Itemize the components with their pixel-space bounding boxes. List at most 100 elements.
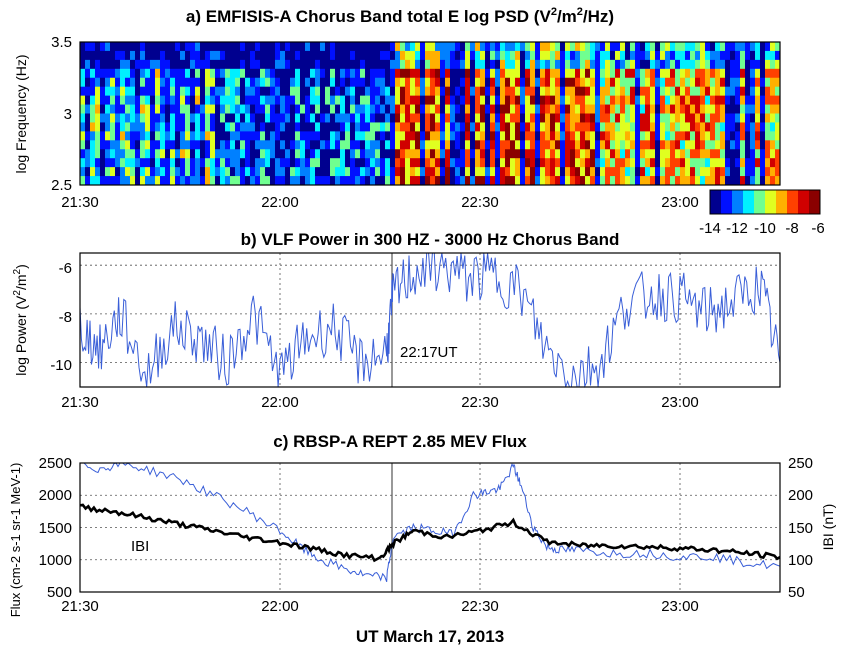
spectrogram-cell xyxy=(150,176,156,186)
spectrogram-cell xyxy=(485,122,491,132)
spectrogram-cell xyxy=(725,140,731,150)
spectrogram-cell xyxy=(110,95,116,105)
spectrogram-cell xyxy=(95,77,101,88)
spectrogram-cell xyxy=(540,176,546,186)
spectrogram-cell xyxy=(535,149,541,159)
spectrogram-cell xyxy=(170,59,176,70)
spectrogram-cell xyxy=(585,176,591,186)
spectrogram-cell xyxy=(435,167,441,177)
spectrogram-cell xyxy=(455,77,461,88)
spectrogram-cell xyxy=(230,104,236,114)
spectrogram-cell xyxy=(405,50,411,61)
spectrogram-cell xyxy=(350,86,356,97)
spectrogram-cell xyxy=(495,167,501,177)
spectrogram-cell xyxy=(540,95,546,105)
panel-a-frame xyxy=(79,41,781,186)
spectrogram-cell xyxy=(190,104,196,114)
spectrogram-cell xyxy=(360,176,366,186)
spectrogram-cell xyxy=(270,167,276,177)
spectrogram-cell xyxy=(350,95,356,105)
spectrogram-cell xyxy=(210,131,216,141)
spectrogram-cell xyxy=(270,95,276,105)
panel-a-title: a) EMFISIS-A Chorus Band total E log PSD… xyxy=(186,6,614,26)
spectrogram-cell xyxy=(285,167,291,177)
spectrogram-cell xyxy=(615,42,621,52)
spectrogram-cell xyxy=(225,68,231,79)
spectrogram-cell xyxy=(525,122,531,132)
spectrogram-cell xyxy=(595,140,601,150)
spectrogram-cell xyxy=(335,140,341,150)
spectrogram-cell xyxy=(250,176,256,186)
spectrogram-cell xyxy=(735,122,741,132)
spectrogram-cell xyxy=(135,149,141,159)
spectrogram-cell xyxy=(405,42,411,52)
spectrogram-cell xyxy=(560,158,566,168)
spectrogram-cell xyxy=(775,131,781,141)
spectrogram-cell xyxy=(715,158,721,168)
spectrogram-cell xyxy=(170,140,176,150)
spectrogram-cell xyxy=(315,42,321,52)
spectrogram-cell xyxy=(345,176,351,186)
spectrogram-cell xyxy=(160,68,166,79)
panel-b-xtick-label: 22:00 xyxy=(261,394,299,411)
spectrogram-cell xyxy=(290,176,296,186)
spectrogram-cell xyxy=(250,68,256,79)
panel-c-xtick-label: 21:30 xyxy=(61,598,99,615)
spectrogram-cell xyxy=(125,176,131,186)
spectrogram-cell xyxy=(200,167,206,177)
spectrogram-cell xyxy=(400,140,406,150)
spectrogram-cell xyxy=(295,176,301,186)
spectrogram-cell xyxy=(170,113,176,123)
spectrogram-cell xyxy=(540,149,546,159)
spectrogram-cell xyxy=(585,122,591,132)
spectrogram-cell xyxy=(155,95,161,105)
spectrogram-cell xyxy=(450,158,456,168)
spectrogram-cell xyxy=(340,140,346,150)
spectrogram-cell xyxy=(585,158,591,168)
spectrogram-cell xyxy=(605,176,611,186)
spectrogram-cell xyxy=(550,77,556,88)
spectrogram-cell xyxy=(655,167,661,177)
spectrogram-cell xyxy=(645,113,651,123)
spectrogram-cell xyxy=(550,131,556,141)
spectrogram-cell xyxy=(515,86,521,97)
spectrogram-cell xyxy=(515,131,521,141)
spectrogram-cell xyxy=(675,131,681,141)
spectrogram-cell xyxy=(250,158,256,168)
spectrogram-cell xyxy=(315,68,321,79)
spectrogram-cell xyxy=(700,176,706,186)
spectrogram-cell xyxy=(150,86,156,97)
spectrogram-cell xyxy=(155,113,161,123)
spectrogram-cell xyxy=(350,122,356,132)
spectrogram-cell xyxy=(355,167,361,177)
spectrogram-cell xyxy=(470,68,476,79)
spectrogram-cell xyxy=(265,59,271,70)
spectrogram-cell xyxy=(700,104,706,114)
spectrogram-cell xyxy=(570,131,576,141)
spectrogram-cell xyxy=(260,42,266,52)
spectrogram-cell xyxy=(495,131,501,141)
spectrogram-cell xyxy=(375,122,381,132)
spectrogram-cell xyxy=(390,167,396,177)
spectrogram-cell xyxy=(375,95,381,105)
spectrogram-cell xyxy=(555,122,561,132)
spectrogram-cell xyxy=(755,176,761,186)
spectrogram-cell xyxy=(710,122,716,132)
spectrogram-cell xyxy=(495,59,501,70)
spectrogram-cell xyxy=(685,42,691,52)
spectrogram-cell xyxy=(725,113,731,123)
spectrogram-cell xyxy=(260,104,266,114)
spectrogram-cell xyxy=(340,158,346,168)
spectrogram-cell xyxy=(265,104,271,114)
spectrogram-cell xyxy=(655,50,661,61)
spectrogram-cell xyxy=(250,59,256,70)
spectrogram-cell xyxy=(115,158,121,168)
spectrogram-cell xyxy=(490,140,496,150)
spectrogram-cell xyxy=(320,149,326,159)
spectrogram-cell xyxy=(125,131,131,141)
spectrogram-cell xyxy=(610,149,616,159)
spectrogram-cell xyxy=(415,68,421,79)
spectrogram-cell xyxy=(375,77,381,88)
spectrogram-cell xyxy=(205,122,211,132)
spectrogram-cell xyxy=(90,77,96,88)
